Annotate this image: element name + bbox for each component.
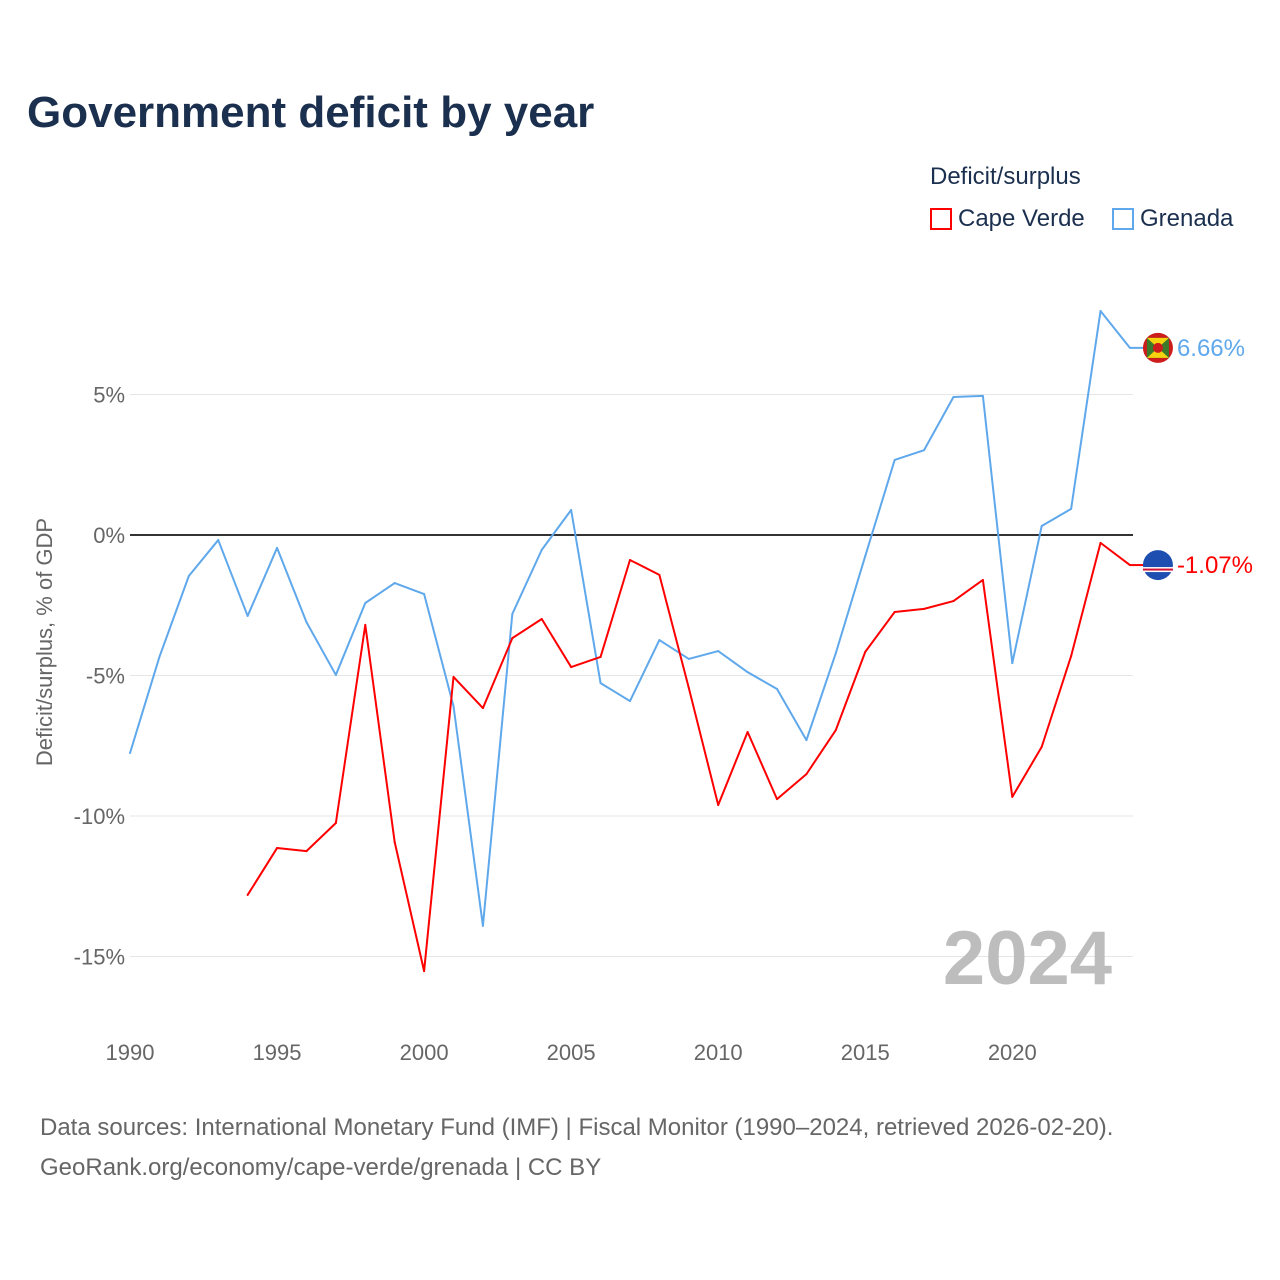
data-point-cape-verde: [1011, 795, 1014, 798]
data-point-cape-verde: [334, 822, 337, 825]
y-tick-label: -10%: [74, 804, 125, 829]
data-point-cape-verde: [834, 729, 837, 732]
data-point-grenada: [187, 575, 190, 578]
data-point-grenada: [364, 602, 367, 605]
y-tick-label: -5%: [86, 664, 125, 689]
data-point-grenada: [746, 671, 749, 674]
data-point-cape-verde: [1070, 655, 1073, 658]
data-point-grenada: [452, 705, 455, 708]
data-point-grenada: [570, 508, 573, 511]
data-point-grenada: [423, 593, 426, 596]
data-point-grenada: [599, 682, 602, 685]
data-point-cape-verde: [776, 798, 779, 801]
data-point-grenada: [805, 739, 808, 742]
data-point-cape-verde: [805, 773, 808, 776]
data-point-cape-verde: [246, 893, 249, 896]
data-point-grenada: [481, 924, 484, 927]
x-tick-label: 1990: [106, 1040, 155, 1065]
data-point-cape-verde: [423, 970, 426, 973]
data-point-cape-verde: [923, 607, 926, 610]
data-point-cape-verde: [952, 600, 955, 603]
data-point-grenada: [923, 449, 926, 452]
data-point-cape-verde: [511, 637, 514, 640]
data-point-cape-verde: [717, 804, 720, 807]
x-tick-label: 2000: [400, 1040, 449, 1065]
year-watermark: 2024: [943, 916, 1112, 1001]
data-point-grenada: [511, 612, 514, 615]
data-point-cape-verde: [658, 573, 661, 576]
data-point-cape-verde: [452, 675, 455, 678]
data-point-cape-verde: [893, 610, 896, 613]
line-chart: 5% 0% -5% -10% -15% 1990 1995 2000 2005 2010 2015 2…: [32, 310, 1253, 1065]
data-point-grenada: [276, 546, 279, 549]
chart-title: Government deficit by year: [27, 88, 595, 137]
data-point-grenada: [158, 655, 161, 658]
data-point-grenada: [129, 752, 131, 755]
data-point-cape-verde: [746, 730, 749, 733]
data-point-cape-verde: [1099, 541, 1102, 544]
data-point-grenada: [834, 652, 837, 655]
series-line-cape-verde: [246, 541, 1131, 973]
data-point-cape-verde: [864, 650, 867, 653]
data-point-grenada: [658, 639, 661, 642]
data-point-cape-verde: [981, 578, 984, 581]
end-value-label-grenada: 6.66%: [1177, 335, 1245, 362]
data-point-cape-verde: [599, 655, 602, 658]
x-tick-label: 2010: [694, 1040, 743, 1065]
data-point-grenada: [246, 614, 249, 617]
data-point-grenada: [1040, 525, 1043, 528]
grenada-flag-disc: [1152, 342, 1163, 353]
data-point-grenada: [687, 657, 690, 660]
x-tick-label: 1995: [253, 1040, 302, 1065]
legend-item-cape-verde[interactable]: Cape Verde: [930, 205, 1085, 233]
y-tick-label: -15%: [74, 945, 125, 970]
data-point-cape-verde: [481, 707, 484, 710]
x-tick-label: 2005: [547, 1040, 596, 1065]
legend-label: Cape Verde: [958, 205, 1085, 232]
data-point-cape-verde: [570, 666, 573, 669]
data-point-cape-verde: [305, 850, 308, 853]
x-tick-label: 2020: [988, 1040, 1037, 1065]
legend-item-grenada[interactable]: Grenada: [1112, 205, 1233, 233]
data-point-grenada: [893, 458, 896, 461]
y-tick-label: 5%: [93, 383, 125, 408]
legend-title: Deficit/surplus: [930, 163, 1081, 190]
data-point-grenada: [952, 396, 955, 399]
data-point-grenada: [717, 650, 720, 653]
data-point-cape-verde: [628, 559, 631, 562]
x-tick-label: 2015: [841, 1040, 890, 1065]
data-point-grenada: [864, 555, 867, 558]
data-point-grenada: [628, 700, 631, 703]
attribution-link[interactable]: GeoRank.org/economy/cape-verde/grenada |…: [40, 1154, 602, 1181]
legend-label: Grenada: [1140, 205, 1234, 232]
data-point-grenada: [776, 687, 779, 690]
legend-swatch-cape-verde: [930, 208, 952, 230]
end-value-label-cape-verde: -1.07%: [1177, 552, 1253, 579]
data-point-grenada: [1099, 310, 1102, 313]
y-tick-label: 0%: [93, 523, 125, 548]
cape-verde-flag-stripe: [1142, 568, 1173, 571]
data-point-grenada: [981, 394, 984, 397]
footer: Data sources: International Monetary Fun…: [40, 1108, 1113, 1188]
source-text: Data sources: International Monetary Fun…: [40, 1114, 1114, 1141]
data-point-grenada: [540, 548, 543, 551]
data-point-cape-verde: [276, 847, 279, 850]
data-point-grenada: [1070, 507, 1073, 510]
cape-verde-flag-icon: [1142, 550, 1173, 581]
data-point-grenada: [393, 582, 396, 585]
data-point-grenada: [334, 673, 337, 676]
data-point-cape-verde: [364, 623, 367, 626]
data-point-cape-verde: [1040, 745, 1043, 748]
data-point-grenada: [305, 621, 308, 624]
legend-swatch-grenada: [1112, 208, 1134, 230]
series-line-grenada: [129, 310, 1131, 927]
data-point-grenada: [217, 539, 220, 542]
data-point-cape-verde: [540, 618, 543, 621]
y-axis-label: Deficit/surplus, % of GDP: [32, 518, 57, 766]
data-point-cape-verde: [687, 686, 690, 689]
data-point-cape-verde: [393, 841, 396, 844]
data-point-grenada: [1011, 662, 1014, 665]
